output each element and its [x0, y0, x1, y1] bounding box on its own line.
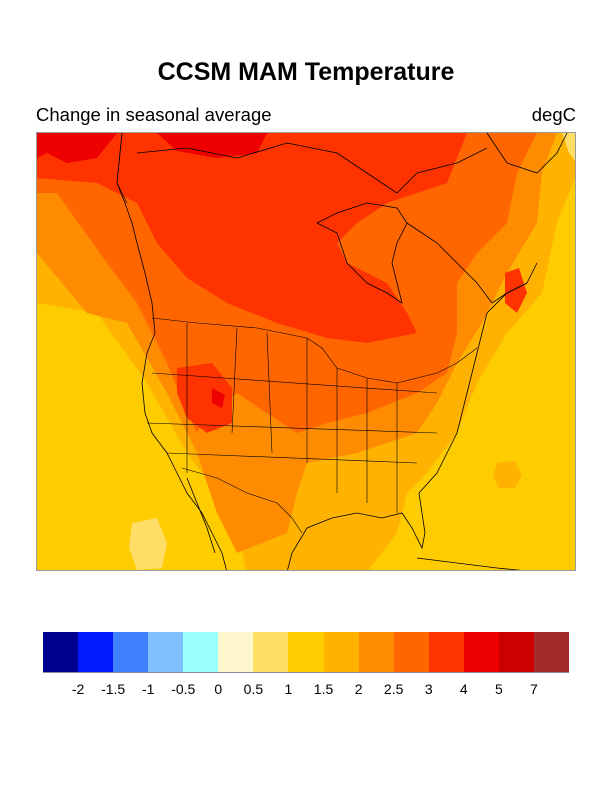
colorbar-label: -2	[71, 681, 85, 697]
contour-5-west	[212, 388, 225, 408]
contour-4-east	[505, 268, 527, 313]
colorbar-swatch	[43, 632, 79, 672]
colorbar-labels: -2 -1.5 -1 -0.5 0 0.5 1 1.5 2 2.5 3 4 5 7	[43, 681, 569, 701]
colorbar-swatch	[253, 632, 289, 672]
colorbar-label: -1.5	[101, 681, 126, 697]
colorbar-label: 7	[530, 681, 538, 697]
pacific-coast	[116, 133, 227, 570]
colorbar-swatch	[358, 632, 394, 672]
colorbar-swatch	[323, 632, 359, 672]
colorbar	[43, 632, 569, 673]
contour-5	[37, 133, 117, 163]
state-lines	[146, 323, 438, 513]
colorbar-label: 0.5	[243, 681, 264, 697]
colorbar-swatch	[78, 632, 114, 672]
colorbar-swatch	[113, 632, 149, 672]
coastlines	[116, 133, 568, 570]
contour-1	[129, 518, 167, 570]
hudson-bay	[316, 202, 408, 304]
colorbar-label: 4	[459, 681, 468, 697]
greenland	[486, 133, 568, 174]
cuba	[416, 557, 522, 570]
subtitle: Change in seasonal average	[36, 104, 272, 125]
colorbar-swatch	[463, 632, 499, 672]
baja-coast	[186, 477, 216, 554]
colorbar-label: 5	[494, 681, 503, 697]
colorbar-swatch	[533, 632, 569, 672]
colorbar-swatch	[148, 632, 184, 672]
chart-title: CCSM MAM Temperature	[157, 58, 455, 86]
political-borders	[116, 133, 478, 534]
colorbar-swatch	[393, 632, 429, 672]
colorbar-label: -1	[141, 681, 155, 697]
colorbar-label: 0	[214, 681, 223, 697]
colorbar-swatch	[428, 632, 464, 672]
contour-4	[37, 133, 467, 343]
colorbar-swatch	[288, 632, 324, 672]
contour-4-west	[177, 363, 232, 433]
us-mexico-border	[181, 467, 303, 534]
temperature-map	[36, 132, 576, 571]
contour-1-ne	[562, 133, 575, 161]
alaska-border	[116, 133, 128, 204]
colorbar-label: 1	[284, 681, 293, 697]
labrador-coast	[406, 222, 528, 304]
colorbar-label: 3	[424, 681, 433, 697]
colorbar-label: 1.5	[313, 681, 334, 697]
units-label: degC	[531, 104, 576, 125]
contour-5-north	[157, 133, 267, 158]
colorbar-swatch	[498, 632, 534, 672]
colorbar-label: 2.5	[383, 681, 404, 697]
colorbar-swatch	[183, 632, 219, 672]
colorbar-swatch	[218, 632, 254, 672]
gulf-coast	[287, 372, 473, 570]
arctic-islands	[136, 142, 488, 194]
contour-2-atlantic	[493, 461, 522, 488]
colorbar-label: -0.5	[171, 681, 196, 697]
colorbar-label: 2	[354, 681, 363, 697]
